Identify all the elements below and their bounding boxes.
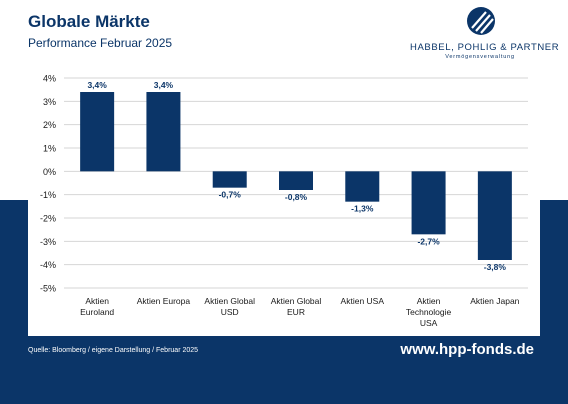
x-tick-label: Euroland <box>80 307 114 317</box>
bar <box>477 171 512 260</box>
y-tick-label: 3% <box>43 97 56 107</box>
x-tick-label: Aktien Global <box>204 296 255 306</box>
bar <box>279 171 313 190</box>
x-tick-label: Aktien <box>417 296 441 306</box>
y-tick-label: 1% <box>43 144 56 154</box>
data-label: 3,4% <box>154 80 174 90</box>
y-tick-label: -5% <box>40 284 56 294</box>
data-label: -2,7% <box>417 236 440 246</box>
source-note: Quelle: Bloomberg / eigene Darstellung /… <box>28 347 199 354</box>
x-tick-label: Aktien USA <box>341 296 385 306</box>
data-label: 3,4% <box>87 80 107 90</box>
y-tick-label: -4% <box>40 260 56 270</box>
x-tick-label: USA <box>420 318 438 328</box>
data-label: -3,8% <box>484 262 507 272</box>
bar <box>411 171 446 235</box>
x-tick-label: Technologie <box>406 307 452 317</box>
x-tick-label: EUR <box>287 307 305 317</box>
y-tick-label: -1% <box>40 190 56 200</box>
bar-chart: 4%3%2%1%0%-1%-2%-3%-4%-5%3,4%AktienEurol… <box>40 74 528 328</box>
y-tick-label: 0% <box>43 167 56 177</box>
y-tick-label: -3% <box>40 237 56 247</box>
y-tick-label: -2% <box>40 214 56 224</box>
x-tick-label: Aktien Japan <box>470 296 519 306</box>
data-label: -1,3% <box>351 204 374 214</box>
logo-tagline: Vermögensverwaltung <box>445 54 515 60</box>
company-logo: HABBEL, POHLIG & PARTNER Vermögensverwal… <box>410 6 560 66</box>
hpp-logo-icon <box>467 7 495 35</box>
x-tick-label: USD <box>221 307 239 317</box>
bar <box>80 92 115 172</box>
x-tick-label: Aktien <box>85 296 109 306</box>
y-tick-label: 4% <box>43 74 56 84</box>
bar <box>146 92 181 172</box>
logo-company-name: HABBEL, POHLIG & PARTNER <box>410 42 560 53</box>
y-tick-label: 2% <box>43 120 56 130</box>
data-label: -0,8% <box>285 192 308 202</box>
x-tick-label: Aktien Global <box>271 296 322 306</box>
bar <box>212 171 247 188</box>
page-title: Globale Märkte <box>28 12 150 31</box>
bar <box>345 171 380 202</box>
website-link[interactable]: www.hpp-fonds.de <box>400 341 534 358</box>
page-subtitle: Performance Februar 2025 <box>28 36 173 50</box>
x-tick-label: Aktien Europa <box>137 296 191 306</box>
data-label: -0,7% <box>219 190 242 200</box>
